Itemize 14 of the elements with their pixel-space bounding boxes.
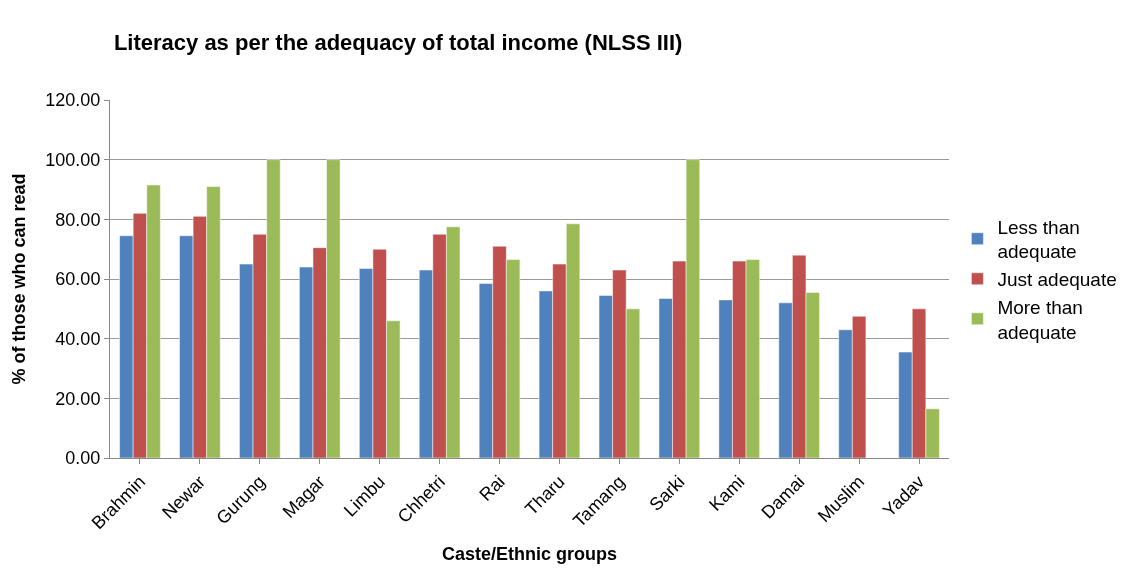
legend-label: Just adequate [997,269,1117,291]
y-tick-label: 60.00 [55,269,101,290]
y-tick-label: 0.00 [65,448,101,469]
y-axis-title: % of those who can read [8,173,29,385]
y-tick-label: 120.00 [45,90,101,111]
legend-label: More than adequate [997,296,1083,343]
x-axis-title: Caste/Ethnic groups [441,544,618,565]
y-tick-label: 100.00 [45,149,101,170]
y-tick-label: 40.00 [55,328,101,349]
chart-title: Literacy as per the adequacy of total income (NLSS III) [113,30,683,56]
y-tick-label: 20.00 [55,388,101,409]
x-tick-label: Rai [475,471,509,505]
y-tick-label: 80.00 [55,209,101,230]
legend-label: Less than adequate [997,216,1080,263]
